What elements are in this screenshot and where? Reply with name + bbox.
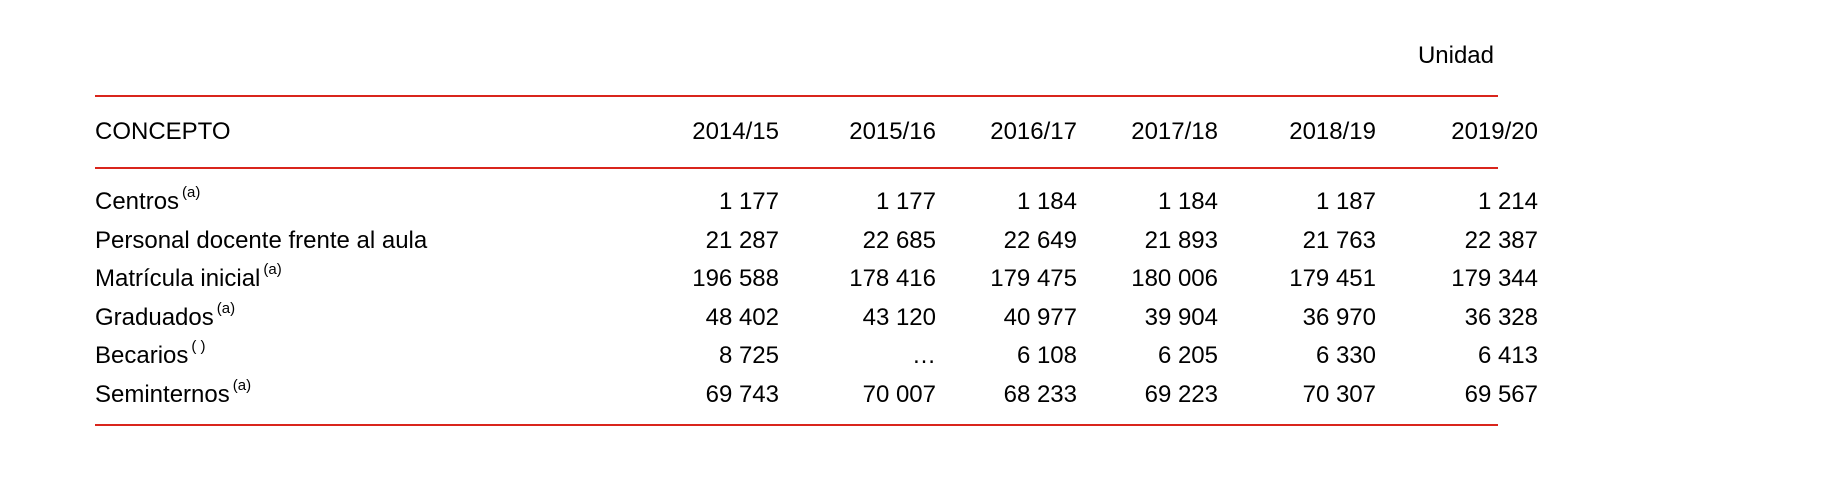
data-table: CONCEPTO 2014/15 2015/16 2016/17 2017/18… bbox=[95, 97, 1538, 167]
row-note: (a) bbox=[182, 184, 201, 202]
table-cell: 40 977 bbox=[1003, 303, 1077, 331]
row-label: Becarios( ) bbox=[95, 337, 636, 376]
row-label-text: Graduados bbox=[95, 303, 214, 331]
header-year: 2014/15 bbox=[692, 118, 779, 145]
table-cell: 1 187 bbox=[1315, 188, 1376, 216]
table-cell: 179 344 bbox=[1451, 265, 1538, 293]
table-cell: 69 567 bbox=[1464, 380, 1538, 408]
row-label-text: Becarios bbox=[95, 342, 189, 370]
row-label: Seminternos (a) bbox=[95, 376, 636, 425]
header-row: CONCEPTO 2014/15 2015/16 2016/17 2017/18… bbox=[95, 97, 1538, 167]
table-cell: 69 223 bbox=[1144, 380, 1218, 408]
table-cell: 70 007 bbox=[862, 380, 936, 408]
table-cell: 36 970 bbox=[1302, 303, 1376, 331]
table-cell: 180 006 bbox=[1131, 265, 1218, 293]
table-cell: 6 413 bbox=[1477, 342, 1538, 370]
header-year: 2019/20 bbox=[1451, 118, 1538, 145]
row-label-text: Matrícula inicial bbox=[95, 265, 261, 293]
table-cell: 8 725 bbox=[718, 342, 779, 370]
table-cell: 196 588 bbox=[692, 265, 779, 293]
table-row: Becarios( ) 8 725 … 6 108 6 205 6 330 6 … bbox=[95, 337, 1538, 376]
row-note: ( ) bbox=[191, 338, 206, 356]
table-row: Centros (a) 1 177 1 177 1 184 1 184 1 187… bbox=[95, 169, 1538, 222]
table-cell: 1 184 bbox=[1157, 188, 1218, 216]
row-label-text: Personal docente frente al aula bbox=[95, 226, 428, 254]
statistics-table: CONCEPTO 2014/15 2015/16 2016/17 2017/18… bbox=[95, 95, 1538, 426]
table-cell: 178 416 bbox=[849, 265, 936, 293]
table-cell: 1 214 bbox=[1477, 188, 1538, 216]
table-cell: 68 233 bbox=[1003, 380, 1077, 408]
header-year: 2018/19 bbox=[1289, 118, 1376, 145]
row-note: (a) bbox=[216, 299, 236, 317]
table-row: Graduados (a) 48 402 43 120 40 977 39 904… bbox=[95, 299, 1538, 338]
header-concept: CONCEPTO bbox=[95, 118, 231, 145]
table-cell: 21 893 bbox=[1144, 226, 1218, 254]
row-label-text: Seminternos bbox=[95, 380, 230, 408]
table-cell: 179 475 bbox=[990, 265, 1077, 293]
table-row: Seminternos (a) 69 743 70 007 68 233 69 2… bbox=[95, 376, 1538, 425]
table-cell: 70 307 bbox=[1302, 380, 1376, 408]
table-cell: 21 763 bbox=[1302, 226, 1376, 254]
bottom-rule bbox=[95, 424, 1498, 426]
table-cell: 179 451 bbox=[1289, 265, 1376, 293]
table-cell: 43 120 bbox=[862, 303, 936, 331]
table-row: Personal docente frente al aula 21 287 2… bbox=[95, 222, 1538, 261]
data-table-body: Centros (a) 1 177 1 177 1 184 1 184 1 187… bbox=[95, 169, 1538, 424]
row-label-text: Centros bbox=[95, 188, 180, 216]
row-label: Matrícula inicial (a) bbox=[95, 260, 636, 299]
table-cell: 1 184 bbox=[1016, 188, 1077, 216]
row-label: Centros (a) bbox=[95, 169, 636, 222]
table-cell: … bbox=[912, 342, 936, 370]
table-cell: 6 108 bbox=[1016, 342, 1077, 370]
row-label: Personal docente frente al aula bbox=[95, 222, 636, 261]
header-rule bbox=[95, 167, 1498, 169]
table-cell: 21 287 bbox=[705, 226, 779, 254]
table-cell: 39 904 bbox=[1144, 303, 1218, 331]
header-year: 2016/17 bbox=[990, 118, 1077, 145]
header-year: 2015/16 bbox=[849, 118, 936, 145]
header-year: 2017/18 bbox=[1131, 118, 1218, 145]
table-cell: 1 177 bbox=[718, 188, 779, 216]
row-label: Graduados (a) bbox=[95, 299, 636, 338]
table-cell: 36 328 bbox=[1464, 303, 1538, 331]
unit-label: Unidad bbox=[1417, 42, 1494, 69]
top-rule bbox=[95, 95, 1498, 97]
row-note: (a) bbox=[263, 261, 282, 279]
table-cell: 22 685 bbox=[862, 226, 936, 254]
table-row: Matrícula inicial (a) 196 588 178 416 179… bbox=[95, 260, 1538, 299]
table-cell: 6 330 bbox=[1315, 342, 1376, 370]
table-cell: 6 205 bbox=[1157, 342, 1218, 370]
table-cell: 1 177 bbox=[875, 188, 936, 216]
table-cell: 69 743 bbox=[705, 380, 779, 408]
row-note: (a) bbox=[232, 376, 252, 394]
table-cell: 22 649 bbox=[1003, 226, 1077, 254]
table-cell: 48 402 bbox=[705, 303, 779, 331]
table-cell: 22 387 bbox=[1464, 226, 1538, 254]
